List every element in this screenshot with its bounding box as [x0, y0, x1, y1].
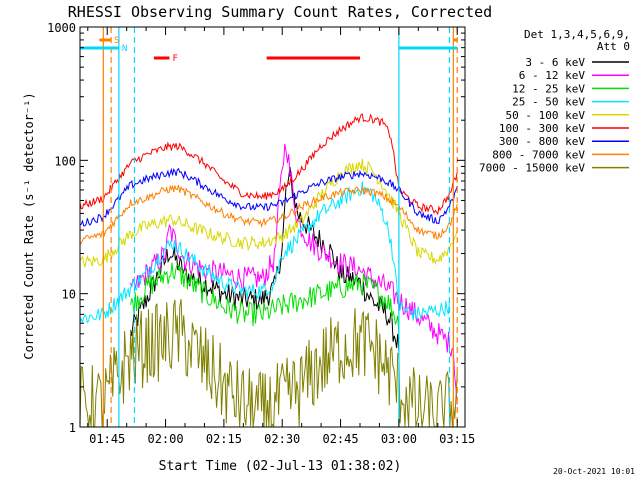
axes: 01:45 02:00 02:15 02:30 02:45 03:00 03:15 1 10 10… [47, 21, 475, 446]
y-tick-label-3: 1000 [47, 21, 76, 35]
legend-header-line-2: Att 0 [597, 40, 630, 53]
x-tick-label-6: 03:15 [439, 432, 475, 446]
series-line-5 [79, 113, 458, 216]
legend-label-6: 300 - 800 keV [499, 135, 585, 148]
timestamp: 20-Oct-2021 10:01 [553, 467, 635, 476]
legend-label-5: 100 - 300 keV [499, 122, 585, 135]
legend-label-1: 6 - 12 keV [519, 69, 586, 82]
series-line-4 [79, 158, 458, 268]
legend-label-2: 12 - 25 keV [512, 82, 585, 95]
x-axis-label: Start Time (02-Jul-13 01:38:02) [159, 459, 402, 474]
plot-area: SN F [79, 27, 458, 428]
x-tick-label-2: 02:15 [206, 432, 242, 446]
legend-label-7: 800 - 7000 keV [492, 148, 585, 161]
plot-frame [79, 26, 466, 428]
series-line-1 [130, 143, 458, 405]
x-tick-label-1: 02:00 [147, 432, 183, 446]
series-line-6 [79, 167, 458, 227]
x-tick-label-5: 03:00 [381, 432, 417, 446]
x-tick-label-4: 02:45 [322, 432, 358, 446]
series-line-7 [79, 184, 458, 245]
x-tick-label-3: 02:30 [264, 432, 300, 446]
y-axis-label: Corrected Count Rate (s⁻¹ detector⁻¹) [22, 92, 36, 359]
y-tick-label-1: 10 [62, 288, 76, 302]
legend-label-3: 25 - 50 keV [512, 96, 585, 109]
x-tick-label-0: 01:45 [89, 432, 125, 446]
legend-label-8: 7000 - 15000 keV [479, 162, 585, 175]
legend-label-4: 50 - 100 keV [506, 109, 586, 122]
chart-title: RHESSI Observing Summary Count Rates, Co… [68, 3, 492, 21]
legend-label-0: 3 - 6 keV [525, 56, 585, 69]
y-tick-label-2: 100 [54, 154, 76, 168]
series-line-3 [79, 181, 450, 324]
flag-label-N: N [122, 44, 127, 54]
flag-label-F: F [172, 54, 177, 64]
series-line-2 [130, 262, 400, 335]
flag-label-S: S [114, 36, 119, 46]
legend-header-line-1: Det 1,3,4,5,6,9, [524, 28, 630, 41]
y-tick-label-0: 1 [69, 421, 76, 435]
